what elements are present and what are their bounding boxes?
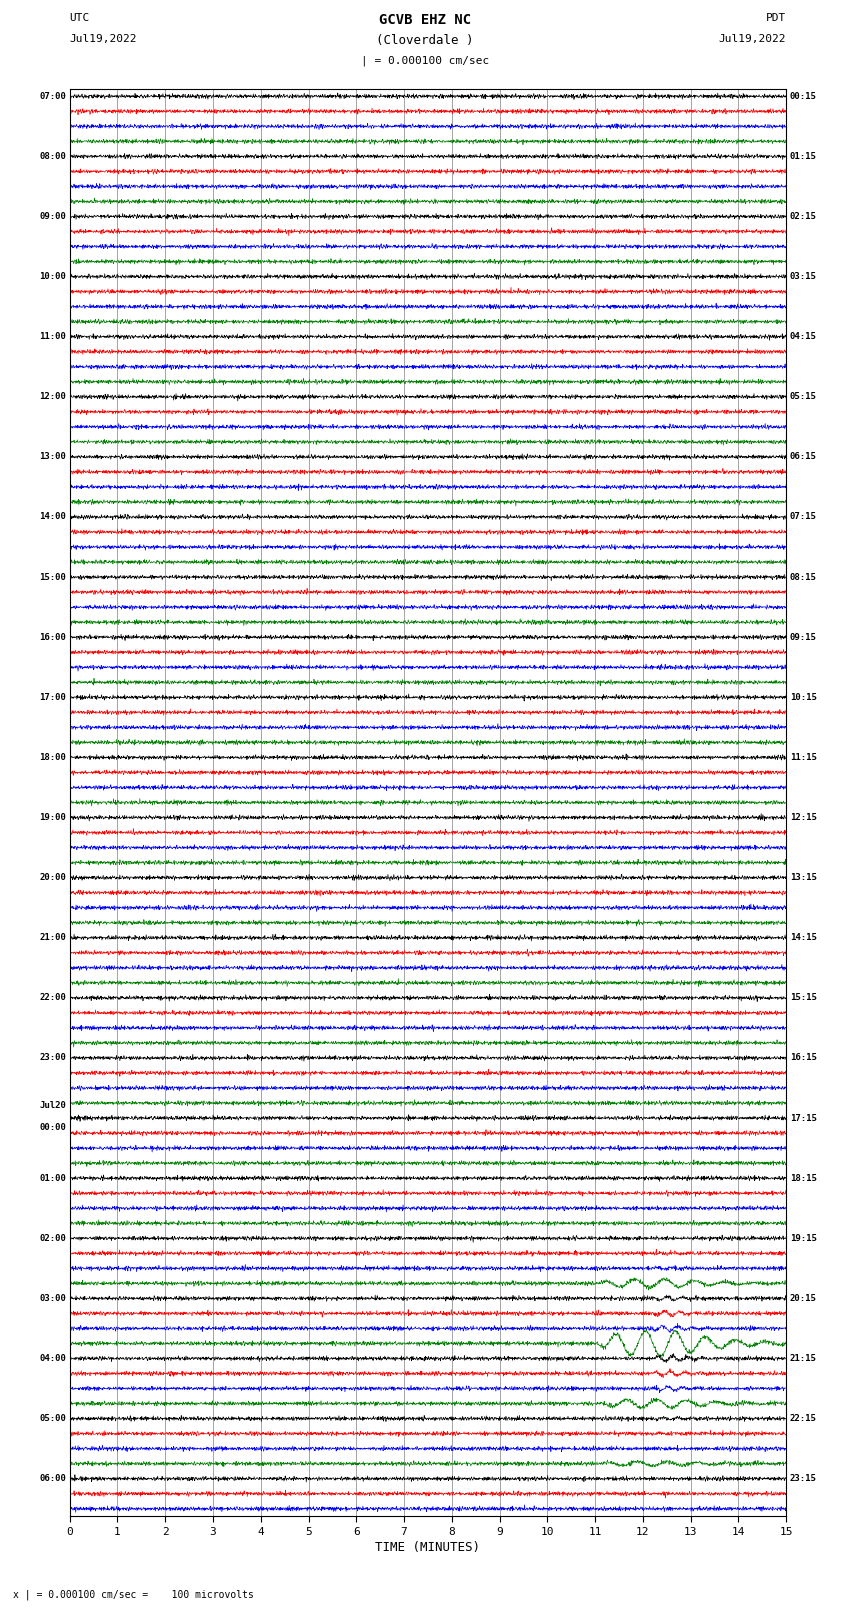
Text: 19:15: 19:15	[790, 1234, 817, 1242]
Text: 04:15: 04:15	[790, 332, 817, 342]
Text: 17:15: 17:15	[790, 1113, 817, 1123]
Text: Jul19,2022: Jul19,2022	[70, 34, 137, 44]
Text: 00:15: 00:15	[790, 92, 817, 100]
Text: 21:15: 21:15	[790, 1353, 817, 1363]
Text: 02:15: 02:15	[790, 211, 817, 221]
Text: 12:15: 12:15	[790, 813, 817, 823]
Text: 18:00: 18:00	[39, 753, 66, 761]
Text: 20:00: 20:00	[39, 873, 66, 882]
Text: 00:00: 00:00	[39, 1123, 66, 1132]
Text: 17:00: 17:00	[39, 692, 66, 702]
Text: 08:15: 08:15	[790, 573, 817, 582]
Text: GCVB EHZ NC: GCVB EHZ NC	[379, 13, 471, 27]
Text: 14:15: 14:15	[790, 934, 817, 942]
Text: 13:00: 13:00	[39, 452, 66, 461]
Text: 06:15: 06:15	[790, 452, 817, 461]
Text: (Cloverdale ): (Cloverdale )	[377, 34, 473, 47]
Text: 10:00: 10:00	[39, 273, 66, 281]
Text: 22:00: 22:00	[39, 994, 66, 1002]
Text: 10:15: 10:15	[790, 692, 817, 702]
Text: PDT: PDT	[766, 13, 786, 23]
Text: x | = 0.000100 cm/sec =    100 microvolts: x | = 0.000100 cm/sec = 100 microvolts	[13, 1589, 253, 1600]
Text: 01:00: 01:00	[39, 1174, 66, 1182]
Text: 07:15: 07:15	[790, 513, 817, 521]
Text: | = 0.000100 cm/sec: | = 0.000100 cm/sec	[361, 55, 489, 66]
Text: 20:15: 20:15	[790, 1294, 817, 1303]
Text: 23:00: 23:00	[39, 1053, 66, 1063]
Text: 03:15: 03:15	[790, 273, 817, 281]
Text: 21:00: 21:00	[39, 934, 66, 942]
Text: 11:00: 11:00	[39, 332, 66, 342]
Text: 14:00: 14:00	[39, 513, 66, 521]
Text: 19:00: 19:00	[39, 813, 66, 823]
Text: 09:15: 09:15	[790, 632, 817, 642]
Text: 07:00: 07:00	[39, 92, 66, 100]
Text: 23:15: 23:15	[790, 1474, 817, 1484]
Text: 13:15: 13:15	[790, 873, 817, 882]
Text: 05:15: 05:15	[790, 392, 817, 402]
Text: 02:00: 02:00	[39, 1234, 66, 1242]
Text: 22:15: 22:15	[790, 1415, 817, 1423]
Text: 11:15: 11:15	[790, 753, 817, 761]
Text: 09:00: 09:00	[39, 211, 66, 221]
Text: 03:00: 03:00	[39, 1294, 66, 1303]
Text: UTC: UTC	[70, 13, 90, 23]
Text: 15:00: 15:00	[39, 573, 66, 582]
Text: 08:00: 08:00	[39, 152, 66, 161]
Text: 01:15: 01:15	[790, 152, 817, 161]
Text: 16:15: 16:15	[790, 1053, 817, 1063]
Text: 15:15: 15:15	[790, 994, 817, 1002]
Text: Jul20: Jul20	[39, 1102, 66, 1110]
Text: Jul19,2022: Jul19,2022	[719, 34, 786, 44]
X-axis label: TIME (MINUTES): TIME (MINUTES)	[376, 1540, 480, 1553]
Text: 12:00: 12:00	[39, 392, 66, 402]
Text: 16:00: 16:00	[39, 632, 66, 642]
Text: 05:00: 05:00	[39, 1415, 66, 1423]
Text: 18:15: 18:15	[790, 1174, 817, 1182]
Text: 04:00: 04:00	[39, 1353, 66, 1363]
Text: 06:00: 06:00	[39, 1474, 66, 1484]
